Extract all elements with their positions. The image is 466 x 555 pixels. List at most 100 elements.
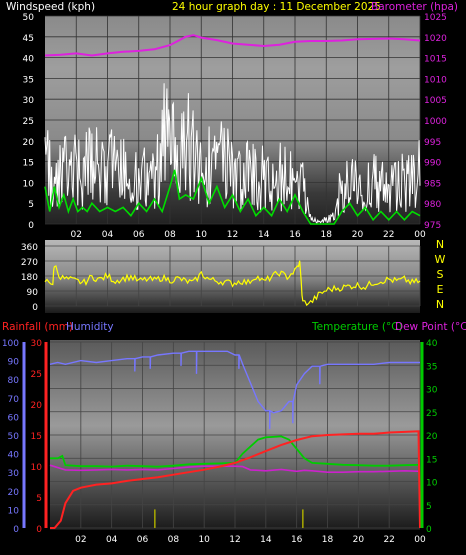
right-axis-label: Barometer (hpa) bbox=[371, 1, 458, 13]
wind-y-tick: 25 bbox=[23, 117, 34, 127]
baro-y-tick: 980 bbox=[424, 200, 441, 210]
temp-y-tick: 10 bbox=[426, 479, 438, 489]
temp-y-tick: 0 bbox=[426, 525, 432, 535]
temp-x-tick: 06 bbox=[137, 535, 149, 545]
humidity-y-tick: 50 bbox=[8, 432, 20, 442]
left-axis-label: Windspeed (kph) bbox=[6, 1, 95, 13]
temp-x-tick: 14 bbox=[260, 535, 272, 545]
baro-y-tick: 1025 bbox=[424, 13, 447, 23]
baro-y-tick: 995 bbox=[424, 138, 441, 148]
rain-y-tick: 15 bbox=[31, 432, 42, 442]
baro-y-tick: 985 bbox=[424, 179, 441, 189]
temp-y-tick: 25 bbox=[426, 409, 437, 419]
temp-x-tick: 18 bbox=[322, 535, 334, 545]
baro-y-tick: 1015 bbox=[424, 55, 447, 65]
wind-x-tick: 20 bbox=[352, 230, 364, 240]
wind-x-tick: 10 bbox=[196, 230, 208, 240]
temp-y-tick: 35 bbox=[426, 362, 437, 372]
humidity-axis-label: Humidity bbox=[66, 321, 114, 333]
humidity-y-tick: 70 bbox=[8, 395, 20, 405]
temp-x-tick: 16 bbox=[291, 535, 303, 545]
humidity-y-tick: 20 bbox=[8, 488, 20, 498]
wind-y-tick: 0 bbox=[28, 221, 34, 231]
temp-panel-data bbox=[49, 350, 421, 529]
humidity-y-tick: 10 bbox=[8, 506, 20, 516]
baro-y-tick: 1010 bbox=[424, 75, 447, 85]
humidity-y-tick: 90 bbox=[8, 358, 20, 368]
direction-panel-grid bbox=[45, 245, 421, 307]
humidity-y-tick: 100 bbox=[2, 339, 19, 349]
temp-x-tick: 02 bbox=[75, 535, 86, 545]
wind-panel-data bbox=[44, 34, 421, 225]
rainfall-line bbox=[50, 430, 421, 529]
dir-y-tick: 270 bbox=[21, 258, 38, 268]
humidity-y-tick: 30 bbox=[8, 469, 20, 479]
wind-y-tick: 5 bbox=[28, 200, 34, 210]
wind-direction-line bbox=[44, 260, 421, 307]
dir-y-tick: 180 bbox=[21, 273, 38, 283]
chart-title: 24 hour graph day : 11 December 2025 bbox=[172, 1, 381, 13]
wind-x-tick: 02 bbox=[71, 230, 82, 240]
baro-y-tick: 975 bbox=[424, 221, 441, 231]
temp-y-tick: 30 bbox=[426, 386, 438, 396]
compass-label: S bbox=[437, 268, 444, 281]
temp-y-tick: 5 bbox=[426, 502, 432, 512]
dir-y-tick: 360 bbox=[21, 243, 38, 253]
wind-y-tick: 30 bbox=[23, 96, 35, 106]
temp-y-tick: 15 bbox=[426, 455, 437, 465]
wind-x-tick: 14 bbox=[258, 230, 270, 240]
temp-y-tick: 40 bbox=[426, 339, 438, 349]
rain-y-tick: 25 bbox=[31, 370, 42, 380]
rainfall-axis-label: Rainfall (mm) bbox=[2, 321, 73, 333]
temp-x-tick: 22 bbox=[383, 535, 394, 545]
wind-panel-axes: 0510152025303540455097598098599099510001… bbox=[23, 13, 448, 240]
wind-y-tick: 15 bbox=[23, 159, 34, 169]
humidity-line bbox=[49, 350, 420, 430]
temp-x-tick: 04 bbox=[106, 535, 118, 545]
wind-y-tick: 20 bbox=[23, 138, 35, 148]
dewpoint-line bbox=[49, 464, 421, 474]
dir-y-tick: 90 bbox=[27, 288, 39, 298]
wind-x-tick: 18 bbox=[321, 230, 333, 240]
wind-x-tick: 22 bbox=[383, 230, 394, 240]
humidity-y-tick: 60 bbox=[8, 413, 20, 423]
dewpoint-axis-label: Dew Point (°C) bbox=[395, 321, 466, 333]
baro-y-tick: 1005 bbox=[424, 96, 447, 106]
wind-y-tick: 35 bbox=[23, 75, 34, 85]
wind-y-tick: 10 bbox=[23, 179, 35, 189]
compass-label: E bbox=[437, 283, 444, 296]
baro-y-tick: 1000 bbox=[424, 117, 447, 127]
humidity-y-tick: 40 bbox=[8, 451, 20, 461]
compass-label: N bbox=[436, 298, 444, 311]
compass-label: N bbox=[436, 238, 444, 251]
humidity-y-tick: 0 bbox=[13, 525, 19, 535]
wind-x-tick: 04 bbox=[102, 230, 114, 240]
wind-x-tick: 08 bbox=[164, 230, 176, 240]
dir-y-tick: 0 bbox=[32, 303, 38, 313]
compass-label: W bbox=[435, 253, 446, 266]
temp-y-tick: 20 bbox=[426, 432, 438, 442]
rain-y-tick: 30 bbox=[31, 339, 43, 349]
wind-x-tick: 06 bbox=[133, 230, 145, 240]
temp-x-tick: 12 bbox=[229, 535, 240, 545]
wind-gust-line bbox=[44, 83, 421, 225]
baro-y-tick: 990 bbox=[424, 159, 441, 169]
temp-x-tick: 20 bbox=[353, 535, 365, 545]
wind-y-tick: 40 bbox=[23, 55, 35, 65]
baro-y-tick: 1020 bbox=[424, 34, 447, 44]
wind-y-tick: 45 bbox=[23, 34, 34, 44]
wind-avg-line bbox=[44, 169, 421, 225]
rain-y-tick: 20 bbox=[31, 401, 43, 411]
wind-x-tick: 12 bbox=[227, 230, 238, 240]
wind-x-tick: 16 bbox=[289, 230, 301, 240]
rain-y-tick: 5 bbox=[36, 494, 42, 504]
wind-y-tick: 50 bbox=[23, 13, 35, 23]
temp-panel-grid bbox=[50, 341, 421, 529]
temp-x-tick: 08 bbox=[168, 535, 180, 545]
rain-y-tick: 10 bbox=[31, 463, 43, 473]
temp-x-tick: 00 bbox=[414, 535, 426, 545]
barometer-line bbox=[44, 34, 421, 57]
temp-x-tick: 10 bbox=[198, 535, 210, 545]
